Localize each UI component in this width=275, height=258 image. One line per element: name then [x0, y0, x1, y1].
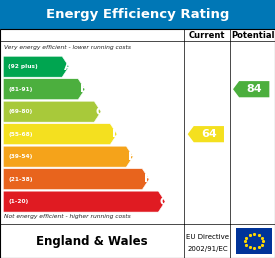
Text: (81-91): (81-91) [8, 87, 33, 92]
Text: 64: 64 [201, 129, 217, 139]
Text: Current: Current [189, 31, 226, 39]
Text: (1-20): (1-20) [8, 199, 29, 204]
Polygon shape [3, 124, 117, 145]
Text: Energy Efficiency Rating: Energy Efficiency Rating [46, 8, 229, 21]
Text: England & Wales: England & Wales [36, 235, 148, 248]
Text: (39-54): (39-54) [8, 154, 33, 159]
Text: (21-38): (21-38) [8, 177, 33, 182]
Text: G: G [160, 197, 169, 207]
Bar [0, 0, 275, 29]
Polygon shape [233, 81, 269, 97]
Text: (69-80): (69-80) [8, 109, 32, 114]
Text: F: F [144, 174, 151, 184]
Text: 2002/91/EC: 2002/91/EC [187, 246, 228, 252]
Text: EU Directive: EU Directive [186, 234, 229, 240]
Text: Potential: Potential [231, 31, 274, 39]
Text: A: A [64, 62, 72, 72]
Text: Not energy efficient - higher running costs: Not energy efficient - higher running co… [4, 214, 131, 219]
Bar [0, 29, 275, 258]
Polygon shape [3, 191, 165, 212]
Polygon shape [3, 101, 101, 122]
Text: C: C [95, 107, 104, 117]
Text: (92 plus): (92 plus) [8, 64, 38, 69]
Text: 84: 84 [246, 84, 262, 94]
Bar [236, 228, 272, 254]
Polygon shape [188, 126, 224, 142]
Text: E: E [128, 152, 135, 162]
Text: Very energy efficient - lower running costs: Very energy efficient - lower running co… [4, 45, 131, 50]
Polygon shape [3, 146, 133, 167]
Text: (55-68): (55-68) [8, 132, 33, 137]
Text: B: B [79, 84, 88, 94]
Polygon shape [3, 79, 85, 100]
Text: D: D [112, 129, 121, 139]
Polygon shape [3, 169, 149, 190]
Polygon shape [3, 56, 69, 77]
